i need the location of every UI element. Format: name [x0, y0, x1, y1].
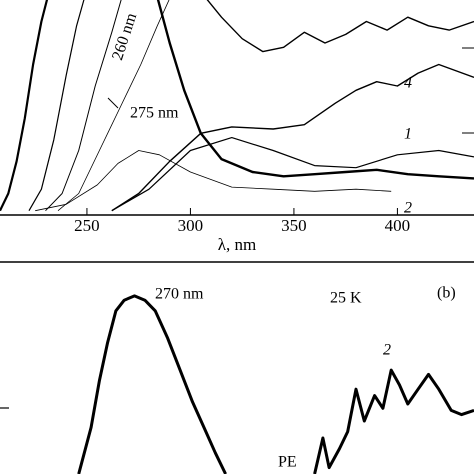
- pointer: [107, 97, 119, 109]
- spectrum-line: [77, 294, 474, 474]
- x-tick-label: 400: [385, 216, 411, 235]
- x-tick-label: 350: [281, 216, 307, 235]
- spectrum-line: [28, 0, 85, 211]
- annotation: 4: [404, 75, 412, 92]
- annotation: PE: [278, 454, 297, 471]
- annotation: 270 nm: [155, 286, 204, 303]
- spectrum-line: [206, 0, 474, 53]
- spectrum-line: [57, 0, 170, 212]
- spectrum-line: [111, 137, 474, 212]
- annotation: 2: [383, 342, 391, 359]
- annotation: 2: [404, 200, 412, 217]
- annotation: (b): [437, 285, 456, 302]
- x-tick-label: 250: [74, 216, 100, 235]
- annotation: 25 K: [330, 290, 362, 307]
- spectrum-line: [0, 0, 49, 212]
- spectrum-line: [35, 150, 392, 212]
- annotation: 260 nm: [109, 11, 140, 63]
- x-axis-label: λ, nm: [218, 235, 256, 254]
- spectrum-line: [156, 0, 474, 180]
- x-tick-label: 300: [178, 216, 204, 235]
- spectrum-line: [45, 0, 122, 212]
- spectrum-line: [111, 63, 474, 212]
- annotation: 1: [404, 126, 412, 143]
- annotation: 275 nm: [130, 105, 179, 122]
